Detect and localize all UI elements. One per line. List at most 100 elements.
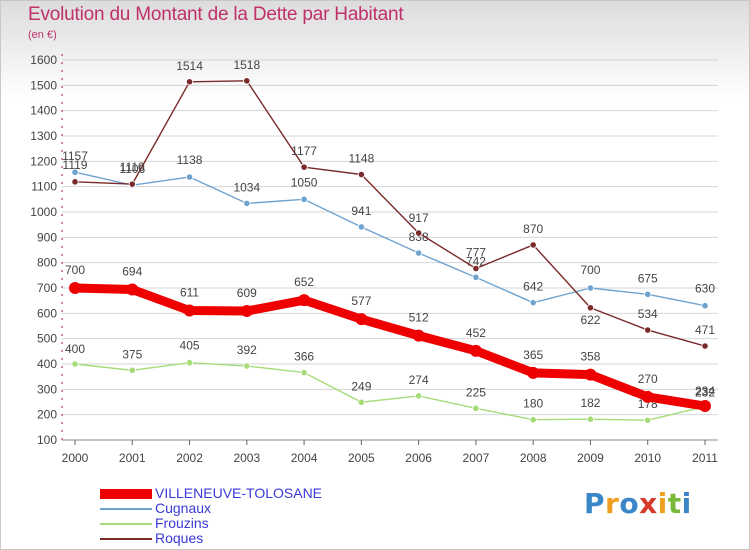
data-label: 1148 — [348, 152, 374, 166]
data-point — [185, 359, 194, 367]
y-tick-label: 1200 — [30, 154, 57, 168]
y-tick-label: 1100 — [31, 180, 57, 194]
x-tick-label: 2005 — [348, 451, 375, 465]
data-label: 358 — [580, 350, 600, 364]
data-label: 180 — [523, 397, 543, 411]
data-label: 182 — [580, 396, 600, 410]
y-tick-label: 300 — [37, 382, 57, 396]
y-tick-label: 700 — [37, 281, 57, 295]
data-point — [128, 366, 136, 374]
data-point — [586, 304, 595, 312]
data-point — [586, 284, 595, 292]
y-tick-label: 1500 — [30, 78, 57, 92]
y-tick-label: 500 — [37, 332, 57, 346]
data-label: 1177 — [291, 144, 317, 158]
data-point — [240, 305, 253, 318]
x-tick-label: 2008 — [520, 451, 547, 465]
data-label: 1514 — [176, 59, 203, 73]
data-label: 622 — [580, 313, 600, 327]
x-tick-label: 2001 — [119, 451, 146, 465]
y-tick-label: 1000 — [30, 205, 57, 219]
data-point — [644, 416, 652, 424]
data-label: 642 — [523, 280, 543, 294]
logo-letter: t — [667, 487, 682, 520]
data-point — [529, 416, 537, 424]
data-point — [243, 199, 251, 207]
data-point — [185, 78, 194, 86]
data-point — [699, 400, 711, 413]
data-point — [357, 170, 365, 179]
data-label: 270 — [638, 372, 658, 386]
data-point — [415, 392, 423, 400]
x-tick-label: 2002 — [176, 451, 203, 465]
data-label: 249 — [351, 379, 371, 393]
data-point — [529, 241, 537, 249]
data-label: 577 — [351, 294, 371, 308]
data-label: 512 — [409, 311, 429, 325]
data-point — [644, 326, 652, 334]
data-label: 1157 — [62, 149, 88, 163]
data-point — [300, 369, 308, 377]
data-label: 225 — [466, 385, 486, 399]
data-label: 1034 — [233, 180, 260, 194]
data-point — [71, 360, 79, 368]
data-point — [357, 398, 365, 406]
data-label: 1518 — [233, 58, 260, 72]
data-point — [357, 223, 365, 231]
data-point — [415, 229, 423, 237]
data-point — [529, 299, 537, 307]
x-tick-label: 2011 — [692, 451, 718, 465]
data-point — [701, 302, 709, 310]
series-line — [74, 171, 706, 307]
data-label: 838 — [409, 230, 429, 244]
x-tick-label: 2010 — [634, 451, 661, 465]
data-label: 777 — [466, 245, 486, 259]
data-label: 700 — [580, 263, 600, 277]
y-tick-label: 1300 — [30, 129, 57, 143]
y-tick-label: 800 — [37, 256, 57, 270]
data-point — [701, 342, 709, 350]
data-point — [469, 344, 482, 357]
data-point — [472, 404, 480, 412]
x-tick-label: 2004 — [291, 451, 318, 465]
y-tick-label: 900 — [37, 230, 57, 244]
legend-swatch-villeneuve — [100, 489, 152, 499]
logo-letter: i — [681, 487, 692, 520]
data-label: 1138 — [177, 153, 203, 167]
data-label: 392 — [237, 343, 257, 357]
data-label: 232 — [695, 386, 715, 400]
data-label: 675 — [638, 271, 658, 285]
legend-swatch-roques — [100, 538, 152, 540]
x-tick-label: 2006 — [405, 451, 432, 465]
x-tick-label: 2000 — [62, 451, 89, 465]
y-tick-label: 400 — [37, 357, 57, 371]
data-label: 471 — [695, 323, 715, 337]
data-point — [69, 282, 81, 294]
data-label: 274 — [409, 373, 429, 387]
data-label: 375 — [122, 347, 142, 361]
data-point — [412, 329, 425, 342]
logo-letter: P — [584, 487, 606, 520]
data-point — [472, 273, 480, 281]
legend-label-cugnaux: Cugnaux — [155, 500, 212, 516]
data-label: 630 — [695, 282, 715, 296]
data-label: 917 — [409, 211, 429, 225]
legend-swatch-frouzins — [100, 523, 152, 525]
data-point — [128, 180, 136, 188]
data-point — [183, 304, 196, 317]
data-point — [185, 173, 194, 181]
proxiti-logo: Proxiti — [584, 487, 692, 520]
legend-label-roques: Roques — [155, 530, 204, 546]
legend-label-villeneuve: VILLENEUVE-TOLOSANE — [155, 485, 323, 501]
series-line — [74, 362, 706, 421]
data-label: 611 — [180, 286, 199, 300]
data-label: 609 — [237, 286, 257, 300]
data-point — [300, 163, 308, 171]
logo-letter: x — [639, 487, 658, 520]
y-tick-label: 600 — [37, 306, 57, 320]
data-point — [584, 368, 597, 381]
series-line — [70, 283, 710, 411]
data-point — [243, 362, 251, 370]
data-point — [71, 168, 79, 176]
